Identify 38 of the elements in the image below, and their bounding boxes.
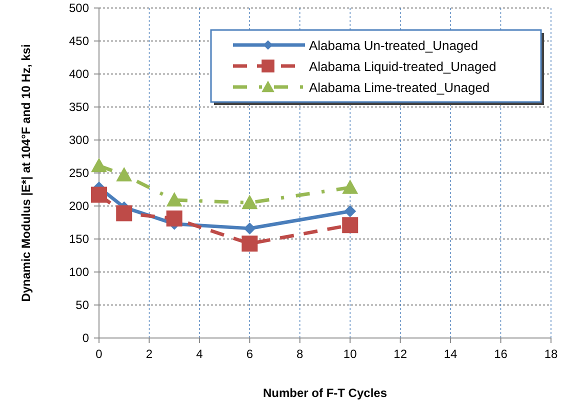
point: [342, 180, 358, 194]
x-axis-title: Number of F-T Cycles: [262, 386, 388, 400]
point: [242, 194, 258, 210]
legend-label: Alabama Lime-treated_Unaged: [309, 80, 490, 95]
y-tick-label: 250: [68, 166, 90, 180]
y-tick-label: 100: [68, 265, 90, 279]
y-tick-label: 200: [68, 199, 90, 213]
point: [242, 236, 258, 252]
point: [91, 186, 107, 203]
point: [91, 158, 107, 172]
x-tick-label: 2: [146, 347, 153, 361]
point: [116, 166, 132, 182]
x-tick-label: 18: [544, 347, 558, 361]
point: [166, 192, 182, 206]
y-tick-label: 450: [68, 34, 90, 48]
x-tick-label: 8: [296, 347, 304, 361]
point: [244, 222, 256, 234]
y-tick-label: 400: [68, 67, 90, 81]
y-tick-label: 500: [68, 1, 90, 15]
legend-label: Alabama Un-treated_Unaged: [309, 38, 478, 53]
x-tick-label: 0: [96, 347, 103, 361]
x-tick-label: 14: [444, 347, 458, 361]
y-tick-label: 350: [68, 100, 90, 114]
y-axis-title: Dynamic Modulus |E*| at 104°F and 10 Hz, ksi: [19, 44, 33, 302]
point: [166, 210, 182, 227]
y-tick-label: 300: [68, 133, 90, 147]
y-tick-label: 150: [68, 232, 90, 246]
x-tick-label: 6: [246, 347, 254, 361]
x-tick-label: 16: [494, 347, 508, 361]
x-tick-label: 12: [394, 347, 408, 361]
y-tick-label: 50: [76, 298, 90, 312]
point: [342, 217, 358, 234]
point: [116, 205, 132, 222]
x-tick-label: 4: [196, 347, 204, 361]
legend-label: Alabama Liquid-treated_Unaged: [309, 59, 496, 74]
point: [344, 205, 356, 218]
y-tick-label: 0: [82, 331, 90, 345]
x-tick-label: 10: [343, 347, 358, 361]
